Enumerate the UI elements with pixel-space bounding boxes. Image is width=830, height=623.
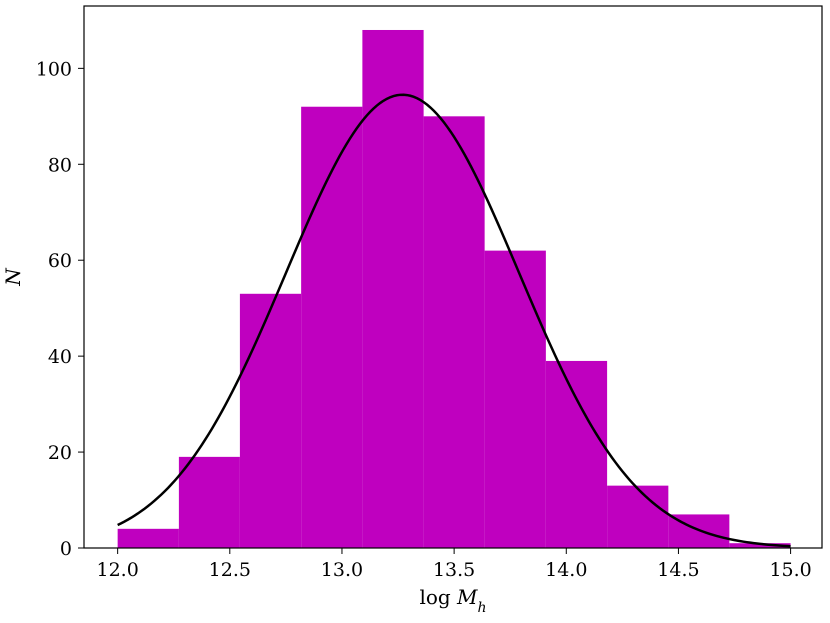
x-axis-label: log Mh bbox=[419, 585, 486, 616]
histogram-bar bbox=[117, 528, 179, 548]
axes-frame bbox=[83, 5, 823, 549]
gaussian-fit-curve bbox=[117, 93, 791, 548]
histogram-bar bbox=[301, 106, 363, 549]
y-tick-label: 80 bbox=[48, 154, 72, 176]
x-tick-label: 13.5 bbox=[433, 559, 475, 581]
y-axis-label: N bbox=[1, 267, 25, 287]
x-tick-label: 12.5 bbox=[209, 559, 251, 581]
x-tick-label: 14.5 bbox=[657, 559, 699, 581]
x-tick-label: 15.0 bbox=[769, 559, 811, 581]
y-tick-label: 100 bbox=[36, 58, 72, 80]
histogram-bar bbox=[178, 456, 240, 548]
histogram-bar bbox=[729, 543, 791, 548]
histogram-bar bbox=[423, 116, 485, 549]
x-tick-label: 14.0 bbox=[545, 559, 587, 581]
x-tick-label: 12.0 bbox=[96, 559, 138, 581]
x-tick-label: 13.0 bbox=[321, 559, 363, 581]
y-tick-label: 0 bbox=[60, 538, 72, 560]
y-tick-label: 40 bbox=[48, 346, 72, 368]
y-axis-ticks: 0 20 40 60 80 100 bbox=[36, 58, 84, 560]
histogram-bar bbox=[484, 250, 546, 548]
y-tick-label: 60 bbox=[48, 250, 72, 272]
y-tick-label: 20 bbox=[48, 442, 72, 464]
histogram-bars bbox=[117, 29, 791, 549]
histogram-bar bbox=[362, 29, 424, 549]
x-axis-ticks: 12.0 12.5 13.0 13.5 14.0 14.5 15.0 bbox=[96, 548, 812, 581]
histogram-bar bbox=[239, 293, 302, 548]
histogram-bar bbox=[545, 360, 608, 548]
histogram-bar bbox=[607, 485, 669, 548]
